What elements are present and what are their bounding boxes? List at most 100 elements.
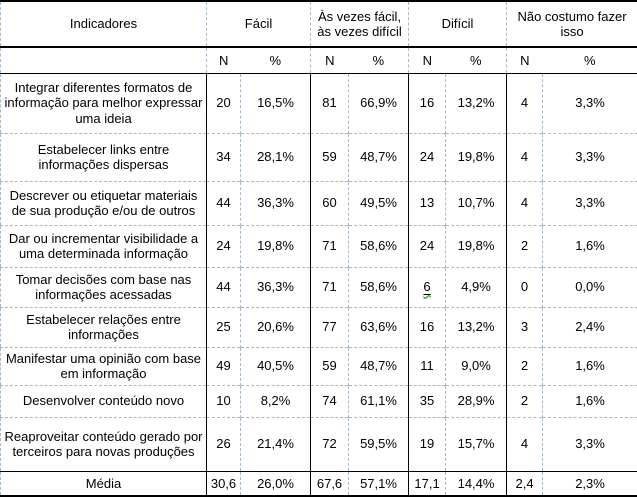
value-cell: 2,4% <box>543 307 637 347</box>
value-cell: 16 <box>409 307 446 347</box>
header-group-facil: Fácil <box>207 1 311 47</box>
header-n-as-vezes: N <box>311 47 349 73</box>
header-pct-dificil: % <box>446 47 507 73</box>
media-label-cell: Média <box>1 471 207 496</box>
value-cell: 58,6% <box>349 267 409 307</box>
media-value-cell: 2,4 <box>507 471 543 496</box>
indicator-cell: Dar ou incrementar visibilidade a uma de… <box>1 225 207 267</box>
table-row: Estabelecer links entre informações disp… <box>1 133 637 181</box>
value-cell: 60 <box>311 181 349 225</box>
value-cell: 19,8% <box>241 225 311 267</box>
table-row: Reaproveitar conteúdo gerado por terceir… <box>1 417 637 471</box>
header-group-as-vezes: Às vezes fácil, às vezes difícil <box>311 1 409 47</box>
value-cell: 35 <box>409 385 446 417</box>
value-cell: 13,2% <box>446 73 507 133</box>
value-cell: 44 <box>207 267 241 307</box>
value-cell: 63,6% <box>349 307 409 347</box>
table-row: Descrever ou etiquetar materiais de sua … <box>1 181 637 225</box>
value-cell: 36,3% <box>241 267 311 307</box>
indicator-cell: Manifestar uma opinião com base em infor… <box>1 347 207 385</box>
indicator-cell: Tomar decisões com base nas informações … <box>1 267 207 307</box>
value-cell: 3 <box>507 307 543 347</box>
value-cell: 6 <box>409 267 446 307</box>
media-value-cell: 26,0% <box>241 471 311 496</box>
value-cell: 16 <box>409 73 446 133</box>
header-n-facil: N <box>207 47 241 73</box>
value-cell: 25 <box>207 307 241 347</box>
value-cell: 77 <box>311 307 349 347</box>
header-n-nao-costumo: N <box>507 47 543 73</box>
table-row: Manifestar uma opinião com base em infor… <box>1 347 637 385</box>
indicator-cell: Desenvolver conteúdo novo <box>1 385 207 417</box>
value-cell: 72 <box>311 417 349 471</box>
header-pct-as-vezes: % <box>349 47 409 73</box>
value-cell: 19,8% <box>446 133 507 181</box>
table-row: Dar ou incrementar visibilidade a uma de… <box>1 225 637 267</box>
value-cell: 44 <box>207 181 241 225</box>
value-cell: 3,3% <box>543 181 637 225</box>
value-cell: 4 <box>507 133 543 181</box>
header-pct-nao-costumo: % <box>543 47 637 73</box>
value-cell: 10,7% <box>446 181 507 225</box>
spellcheck-underlined-value: 6 <box>423 279 430 294</box>
value-cell: 81 <box>311 73 349 133</box>
header-group-dificil: Difícil <box>409 1 507 47</box>
value-cell: 61,1% <box>349 385 409 417</box>
value-cell: 24 <box>207 225 241 267</box>
value-cell: 59 <box>311 133 349 181</box>
value-cell: 0 <box>507 267 543 307</box>
media-value-cell: 17,1 <box>409 471 446 496</box>
value-cell: 34 <box>207 133 241 181</box>
header-indicadores: Indicadores <box>1 1 207 47</box>
value-cell: 36,3% <box>241 181 311 225</box>
value-cell: 1,6% <box>543 225 637 267</box>
indicator-cell: Reaproveitar conteúdo gerado por terceir… <box>1 417 207 471</box>
value-cell: 28,1% <box>241 133 311 181</box>
indicator-cell: Estabelecer links entre informações disp… <box>1 133 207 181</box>
value-cell: 26 <box>207 417 241 471</box>
value-cell: 2 <box>507 385 543 417</box>
value-cell: 16,5% <box>241 73 311 133</box>
value-cell: 28,9% <box>446 385 507 417</box>
value-cell: 59,5% <box>349 417 409 471</box>
media-value-cell: 2,3% <box>543 471 637 496</box>
value-cell: 20,6% <box>241 307 311 347</box>
value-cell: 15,7% <box>446 417 507 471</box>
value-cell: 9,0% <box>446 347 507 385</box>
value-cell: 71 <box>311 267 349 307</box>
value-cell: 58,6% <box>349 225 409 267</box>
value-cell: 3,3% <box>543 73 637 133</box>
value-cell: 13 <box>409 181 446 225</box>
value-cell: 21,4% <box>241 417 311 471</box>
media-value-cell: 57,1% <box>349 471 409 496</box>
value-cell: 3,3% <box>543 417 637 471</box>
header-row-groups: Indicadores Fácil Às vezes fácil, às vez… <box>1 1 637 47</box>
value-cell: 11 <box>409 347 446 385</box>
value-cell: 48,7% <box>349 347 409 385</box>
table-row: Integrar diferentes formatos de informaç… <box>1 73 637 133</box>
header-empty-cell <box>1 47 207 73</box>
value-cell: 71 <box>311 225 349 267</box>
value-cell: 49,5% <box>349 181 409 225</box>
value-cell: 4 <box>507 73 543 133</box>
value-cell: 59 <box>311 347 349 385</box>
header-group-nao-costumo: Não costumo fazer isso <box>507 1 637 47</box>
table-row: Tomar decisões com base nas informações … <box>1 267 637 307</box>
value-cell: 19 <box>409 417 446 471</box>
media-value-cell: 30,6 <box>207 471 241 496</box>
value-cell: 2 <box>507 225 543 267</box>
media-value-cell: 67,6 <box>311 471 349 496</box>
value-cell: 49 <box>207 347 241 385</box>
indicator-cell: Integrar diferentes formatos de informaç… <box>1 73 207 133</box>
value-cell: 19,8% <box>446 225 507 267</box>
indicator-cell: Estabelecer relações entre informações <box>1 307 207 347</box>
value-cell: 74 <box>311 385 349 417</box>
value-cell: 0,0% <box>543 267 637 307</box>
value-cell: 4 <box>507 417 543 471</box>
value-cell: 66,9% <box>349 73 409 133</box>
header-pct-facil: % <box>241 47 311 73</box>
